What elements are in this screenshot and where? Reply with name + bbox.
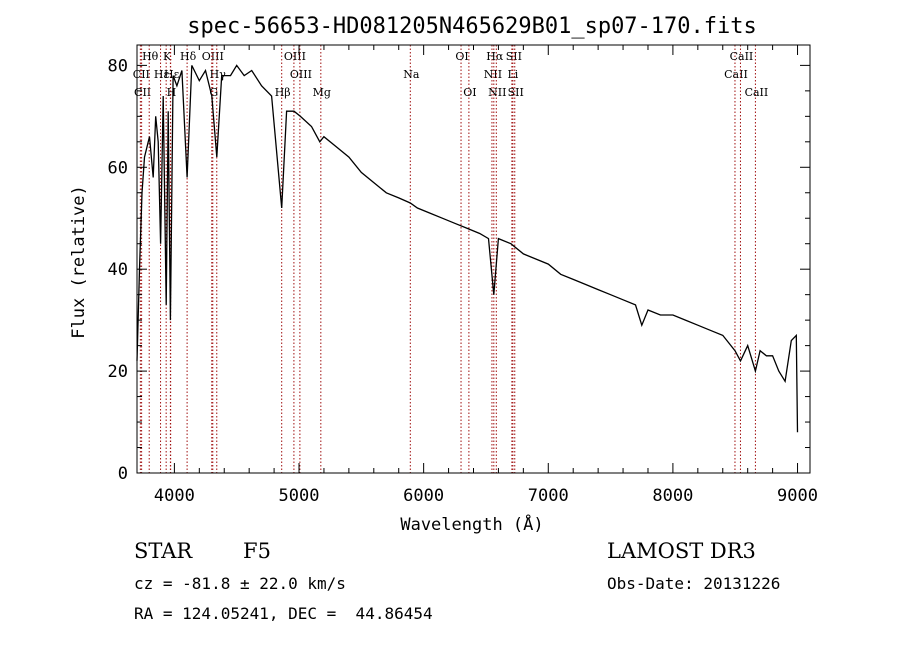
x-tick-label: 6000: [403, 486, 444, 506]
line-label-15: Na: [403, 68, 420, 81]
line-label-19: Hα: [486, 50, 504, 63]
line-label-6: Hε: [164, 68, 180, 81]
line-label-14: Mg: [313, 86, 331, 99]
line-label-3: Hε: [154, 68, 170, 81]
line-label-22: SII: [506, 50, 522, 63]
line-label-12: OIII: [284, 50, 306, 63]
survey-name: LAMOST DR3: [607, 539, 756, 563]
line-label-24: CaII: [724, 68, 748, 81]
line-label-23: SII: [508, 86, 524, 99]
line-label-11: Hβ: [275, 86, 291, 99]
redshift-velocity: cz = -81.8 ± 22.0 km/s: [134, 574, 346, 593]
y-tick-label: 20: [108, 362, 128, 382]
line-label-1: CII: [134, 86, 151, 99]
line-label-17: OI: [463, 86, 476, 99]
line-label-25: CaII: [730, 50, 754, 63]
line-label-2: Hθ: [142, 50, 159, 63]
line-label-20: NII: [488, 86, 506, 99]
x-axis: 4000 5000 6000 7000 8000 9000: [154, 45, 818, 506]
x-axis-label: Wavelength (Å): [400, 513, 543, 535]
x-tick-label: 4000: [154, 486, 195, 506]
line-label-9: Hγ: [210, 68, 227, 81]
y-tick-label: 0: [118, 464, 128, 484]
y-tick-label: 60: [108, 158, 128, 178]
chart-title: spec-56653-HD081205N465629B01_sp07-170.f…: [187, 14, 757, 39]
y-tick-label: 80: [108, 56, 128, 76]
object-subclass: F5: [243, 539, 271, 563]
plot-frame: [136, 44, 811, 474]
line-label-5: H: [167, 86, 177, 99]
spectrum-line: [136, 64, 799, 433]
object-class: STAR: [134, 539, 193, 563]
y-axis: 0 20 40 60 80: [108, 56, 810, 484]
x-tick-label: 7000: [528, 486, 569, 506]
x-tick-label: 9000: [777, 486, 818, 506]
line-label-7: Hδ: [180, 50, 197, 63]
line-label-26: CaII: [745, 86, 769, 99]
line-label-4: K: [163, 50, 172, 63]
line-label-10: G: [209, 86, 218, 99]
observation-date: Obs-Date: 20131226: [607, 574, 781, 593]
y-tick-label: 40: [108, 260, 128, 280]
line-label-13: OIII: [290, 68, 312, 81]
line-label-16: OI: [455, 50, 468, 63]
line-label-18: NII: [484, 68, 502, 81]
ra-dec-coordinates: RA = 124.05241, DEC = 44.86454: [134, 604, 433, 623]
x-tick-label: 8000: [652, 486, 693, 506]
y-axis-label: Flux (relative): [69, 185, 89, 339]
x-tick-label: 5000: [279, 486, 320, 506]
